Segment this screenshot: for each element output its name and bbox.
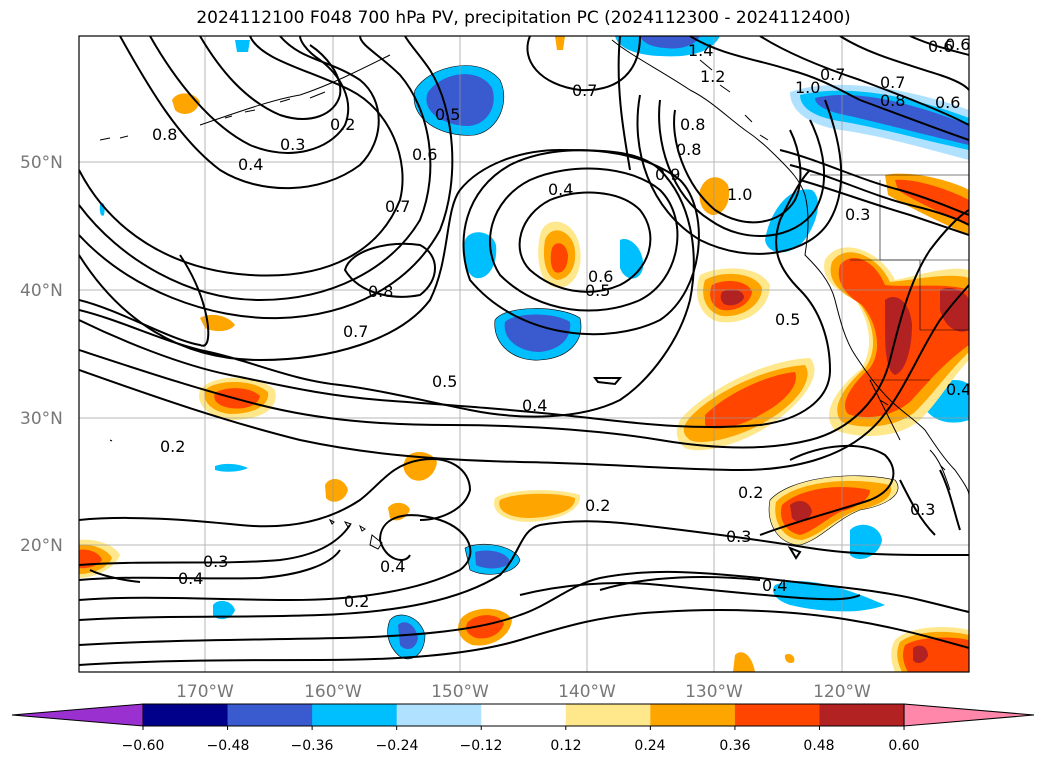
lon-label: 130°W	[685, 682, 743, 702]
contour-label: 0.4	[548, 180, 573, 199]
contour-label: 0.4	[380, 557, 405, 576]
coastlines	[99, 39, 969, 496]
contour-label: 0.3	[280, 135, 305, 154]
colorbar-segment	[227, 704, 313, 726]
colorbar-tick-label: −0.12	[460, 738, 503, 754]
colorbar-tick-label: −0.24	[376, 738, 419, 754]
contour-label: 0.7	[820, 65, 845, 84]
contour-label: 0.3	[203, 552, 228, 571]
graticule	[79, 36, 969, 672]
contour-label: 0.2	[344, 592, 369, 611]
contour-label: 0.4	[178, 569, 203, 588]
contour-label: 0.4	[946, 380, 971, 399]
contour-label: 0.4	[522, 396, 547, 415]
colorbar-segment	[819, 704, 905, 726]
contour-label: 1.4	[688, 41, 713, 60]
contour-label: 0.3	[845, 205, 870, 224]
pv-contours	[79, 36, 969, 666]
contour-label: 0.6	[928, 37, 953, 56]
lon-labels: 170°W 160°W 150°W 140°W 130°W 120°W	[176, 682, 871, 702]
contour-label: 0.7	[880, 73, 905, 92]
contour-label: 0.8	[880, 91, 905, 110]
lon-label: 160°W	[304, 682, 362, 702]
contour-label: 1.0	[727, 185, 752, 204]
colorbar-tick-label: 0.48	[803, 738, 834, 754]
colorbar-segment	[565, 704, 651, 726]
contour-label: 0.5	[432, 372, 457, 391]
contour-label: 0.5	[585, 281, 610, 300]
contour-label: 0.2	[330, 115, 355, 134]
precip-shading	[79, 36, 969, 672]
contour-label: 0.2	[160, 437, 185, 456]
colorbar-extend-high	[903, 703, 1035, 727]
colorbar-frame	[142, 703, 905, 727]
contour-label: 0.5	[775, 310, 800, 329]
contour-label: 0.3	[910, 500, 935, 519]
lat-label: 40°N	[20, 281, 63, 301]
contour-label: 0.6	[945, 35, 970, 54]
colorbar	[11, 703, 1035, 730]
colorbar-segment	[481, 704, 567, 726]
lat-labels: 50°N 40°N 30°N 20°N	[20, 153, 63, 556]
colorbar-segment	[396, 704, 482, 726]
colorbar-tick-label: 0.24	[634, 738, 665, 754]
contour-label: 0.2	[738, 483, 763, 502]
contour-label: 0.8	[680, 115, 705, 134]
lon-label: 140°W	[558, 682, 616, 702]
contour-label: 0.7	[343, 322, 368, 341]
colorbar-tick-label: −0.48	[207, 738, 250, 754]
contour-label: 1.2	[700, 67, 725, 86]
contour-label: 0.6	[412, 145, 437, 164]
lat-label: 30°N	[20, 409, 63, 429]
colorbar-tick-label: −0.60	[122, 738, 165, 754]
contour-label-group: 1.4 1.2 0.7 1.0 0.8 0.6 0.7 0.8 0.3 0.2 …	[152, 35, 971, 611]
contour-label: 0.6	[588, 267, 613, 286]
colorbar-tick-label: −0.36	[291, 738, 334, 754]
lon-label: 120°W	[813, 682, 871, 702]
contour-label: 0.8	[676, 140, 701, 159]
colorbar-segment	[734, 704, 820, 726]
colorbar-tick-label: 0.12	[550, 738, 581, 754]
lon-label: 170°W	[176, 682, 234, 702]
contour-label: 0.4	[238, 155, 263, 174]
contour-label: 1.0	[795, 78, 820, 97]
contour-label: 0.5	[435, 105, 460, 124]
contour-label: 0.2	[585, 496, 610, 515]
map-title: 2024112100 F048 700 hPa PV, precipitatio…	[196, 8, 851, 28]
colorbar-segment	[650, 704, 736, 726]
contour-label: 0.7	[385, 197, 410, 216]
contour-label: 0.7	[572, 81, 597, 100]
colorbar-tick-label: 0.36	[719, 738, 750, 754]
lat-label: 20°N	[20, 536, 63, 556]
contour-label: 0.8	[152, 125, 177, 144]
contour-label: 0.9	[655, 165, 680, 184]
contour-label: 0.3	[726, 527, 751, 546]
colorbar-tick-label: 0.60	[888, 738, 919, 754]
colorbar-ticks: −0.60 −0.48 −0.36 −0.24 −0.12 0.12 0.24 …	[122, 738, 920, 754]
lon-label: 150°W	[431, 682, 489, 702]
lat-label: 50°N	[20, 153, 63, 173]
colorbar-segment	[143, 704, 229, 726]
colorbar-extend-low	[11, 703, 144, 727]
colorbar-segment	[312, 704, 398, 726]
contour-label: 0.4	[762, 576, 787, 595]
contour-label: 0.6	[935, 93, 960, 112]
contour-label: 0.8	[368, 282, 393, 301]
plot-frame	[78, 35, 970, 673]
